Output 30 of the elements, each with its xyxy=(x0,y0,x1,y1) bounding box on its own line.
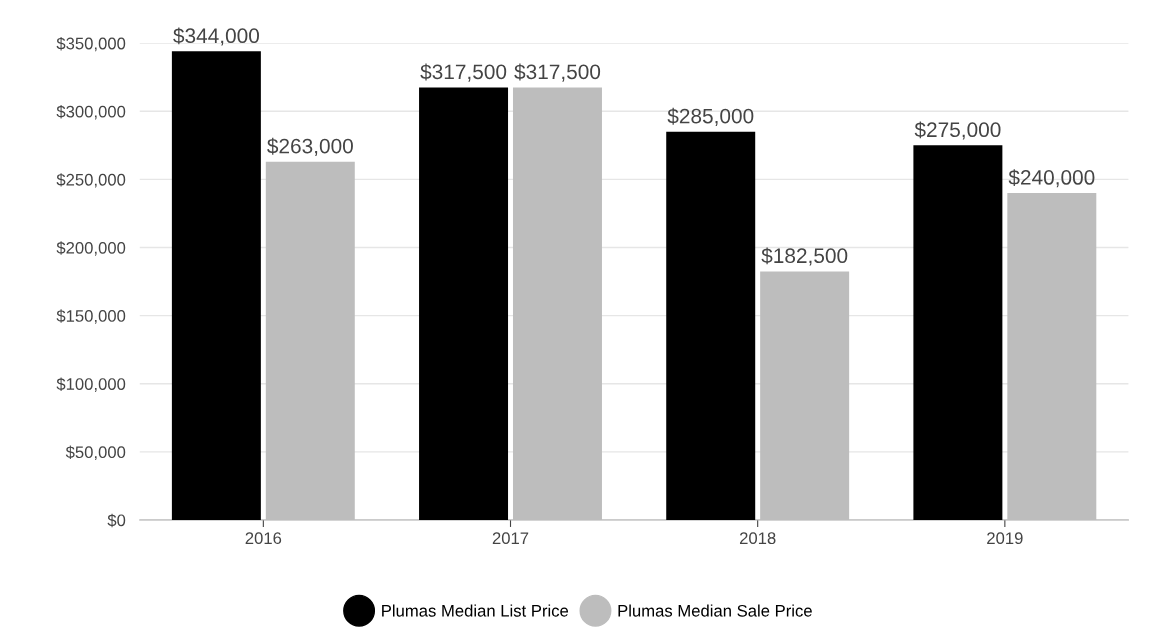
y-tick-label: $50,000 xyxy=(65,445,126,461)
data-label: $317,500 xyxy=(420,63,507,82)
x-tick-label: 2016 xyxy=(245,532,282,545)
bar xyxy=(913,145,1003,520)
y-tick-label: $150,000 xyxy=(56,309,126,324)
y-tick-label: $250,000 xyxy=(56,173,126,188)
data-label: $263,000 xyxy=(267,137,353,156)
legend-label: Plumas Median Sale Price xyxy=(618,604,812,617)
y-tick-label: $300,000 xyxy=(56,105,126,120)
bar xyxy=(1007,193,1097,520)
x-tick-label: 2018 xyxy=(739,532,776,545)
data-label: $275,000 xyxy=(914,121,1001,140)
y-tick-label: $100,000 xyxy=(56,377,126,392)
data-label: $344,000 xyxy=(173,27,260,46)
y-tick-label: $0 xyxy=(107,513,126,528)
x-tick-label: 2019 xyxy=(987,532,1023,545)
bar xyxy=(171,51,261,520)
bar xyxy=(666,131,756,520)
y-tick-label: $200,000 xyxy=(56,241,126,256)
bar xyxy=(265,161,355,520)
bar xyxy=(512,87,602,520)
data-label: $285,000 xyxy=(667,107,754,126)
bar xyxy=(760,271,850,520)
data-label: $317,500 xyxy=(514,63,601,82)
x-tick-label: 2017 xyxy=(492,532,529,545)
legend-label: Plumas Median List Price xyxy=(382,604,569,617)
data-label: $182,500 xyxy=(761,247,848,266)
bar xyxy=(419,87,509,520)
y-tick-label: $350,000 xyxy=(56,36,126,52)
data-label: $240,000 xyxy=(1008,169,1095,188)
